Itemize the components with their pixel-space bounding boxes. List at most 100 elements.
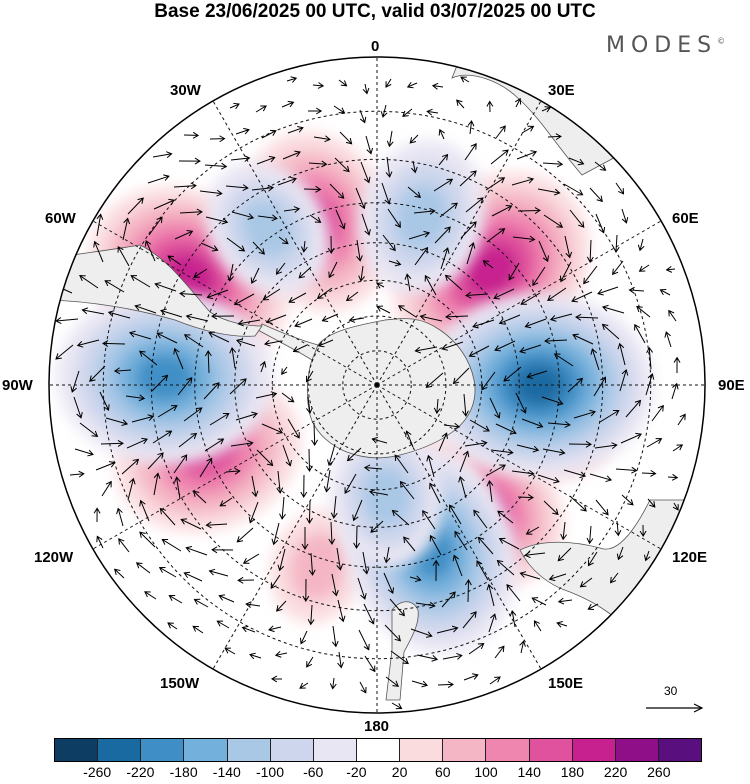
wind-vector bbox=[503, 366, 522, 382]
wind-vector bbox=[498, 314, 521, 325]
wind-vector bbox=[307, 604, 315, 626]
wind-vector bbox=[489, 397, 501, 419]
wind-vector bbox=[495, 125, 506, 139]
wind-vector bbox=[173, 476, 181, 500]
wind-vector bbox=[307, 107, 323, 115]
lon-label-150e: 150E bbox=[548, 675, 584, 692]
wind-vector bbox=[472, 319, 495, 329]
wind-vector bbox=[359, 681, 367, 694]
wind-vector bbox=[533, 620, 542, 632]
wind-vector bbox=[99, 391, 110, 411]
wind-vector bbox=[405, 430, 414, 448]
wind-vector bbox=[348, 316, 365, 323]
wind-vector bbox=[473, 509, 488, 529]
anomaly-center-negative bbox=[205, 161, 330, 296]
colorbar-swatch bbox=[572, 739, 616, 761]
anomaly-center-negative bbox=[358, 139, 486, 294]
wind-vector bbox=[579, 577, 593, 588]
wind-vector bbox=[490, 149, 509, 165]
wind-vector bbox=[569, 495, 587, 512]
wind-vector bbox=[251, 475, 259, 498]
wind-vector bbox=[589, 187, 603, 203]
latitude-circle bbox=[234, 242, 520, 528]
wind-vector bbox=[524, 551, 546, 559]
wind-vector bbox=[192, 625, 204, 634]
wind-vector bbox=[464, 579, 472, 603]
wind-vector bbox=[218, 594, 235, 603]
colorbar bbox=[54, 738, 702, 762]
wind-vector bbox=[219, 497, 233, 507]
wind-vector bbox=[468, 345, 490, 357]
wind-vector bbox=[532, 266, 546, 287]
wind-vector bbox=[294, 318, 313, 328]
wind-vector bbox=[595, 213, 606, 234]
wind-vector bbox=[261, 423, 284, 434]
wind-vector bbox=[625, 399, 642, 418]
wind-vector bbox=[436, 625, 459, 634]
wind-vector bbox=[543, 214, 564, 228]
wind-vector bbox=[636, 305, 651, 318]
wind-vector bbox=[587, 551, 598, 567]
wind-vector bbox=[482, 260, 494, 269]
wind-vector bbox=[399, 480, 415, 500]
wind-vector bbox=[205, 521, 228, 529]
wind-vector bbox=[274, 650, 288, 658]
wind-vector bbox=[105, 417, 129, 427]
wind-vector bbox=[668, 309, 677, 322]
anomaly-contour bbox=[464, 243, 519, 298]
colorbar-swatch bbox=[55, 739, 99, 761]
wind-vector bbox=[489, 676, 501, 685]
wind-vector bbox=[227, 263, 234, 282]
wind-vector bbox=[173, 182, 197, 190]
wind-vector bbox=[469, 419, 490, 432]
wind-vector bbox=[76, 339, 100, 348]
colorbar-swatch bbox=[98, 739, 142, 761]
colorbar-swatch bbox=[400, 739, 444, 761]
wind-vector bbox=[544, 337, 568, 345]
wind-vector bbox=[444, 274, 463, 291]
wind-vector bbox=[587, 603, 599, 610]
wind-vector bbox=[336, 547, 344, 571]
wind-vector bbox=[511, 176, 535, 186]
wind-vector bbox=[230, 440, 254, 447]
wind-vector bbox=[331, 625, 339, 648]
wind-vector bbox=[490, 448, 514, 456]
wind-vector bbox=[225, 467, 241, 475]
wind-vector bbox=[391, 509, 410, 526]
wind-vector bbox=[438, 432, 448, 452]
wind-vector bbox=[154, 282, 177, 292]
wind-vector bbox=[406, 81, 418, 89]
wind-vector bbox=[645, 373, 655, 396]
lon-label-30w: 30W bbox=[170, 82, 201, 99]
colorbar-tick-label: -60 bbox=[303, 764, 324, 780]
wind-vector bbox=[203, 382, 220, 400]
wind-vector bbox=[235, 338, 256, 347]
wind-vector bbox=[517, 493, 535, 501]
wind-vector bbox=[276, 470, 284, 494]
wind-vector bbox=[208, 331, 230, 343]
wind-vector bbox=[672, 502, 679, 511]
wind-vector bbox=[524, 318, 547, 329]
wind-vector bbox=[152, 151, 173, 158]
wind-vector bbox=[308, 552, 316, 576]
wind-vector bbox=[508, 262, 520, 281]
wind-vector bbox=[255, 105, 267, 113]
wind-vector bbox=[460, 76, 470, 83]
wind-vector bbox=[547, 287, 567, 301]
wind-vector bbox=[575, 313, 599, 321]
colorbar-tick-label: 180 bbox=[560, 764, 585, 780]
wind-vector bbox=[135, 562, 151, 574]
colorbar-swatch bbox=[184, 739, 228, 761]
wind-vector bbox=[362, 83, 370, 95]
wind-vector bbox=[268, 625, 282, 633]
wind-vector bbox=[646, 346, 654, 370]
wind-vector bbox=[459, 450, 470, 473]
wind-vector bbox=[586, 239, 594, 263]
wind-vector bbox=[276, 600, 287, 612]
wind-vector bbox=[568, 440, 592, 448]
wind-vector bbox=[352, 499, 363, 522]
wind-vector bbox=[383, 572, 395, 595]
wind-vector bbox=[283, 206, 301, 213]
wind-vector bbox=[370, 520, 384, 533]
wind-vector bbox=[452, 367, 470, 385]
